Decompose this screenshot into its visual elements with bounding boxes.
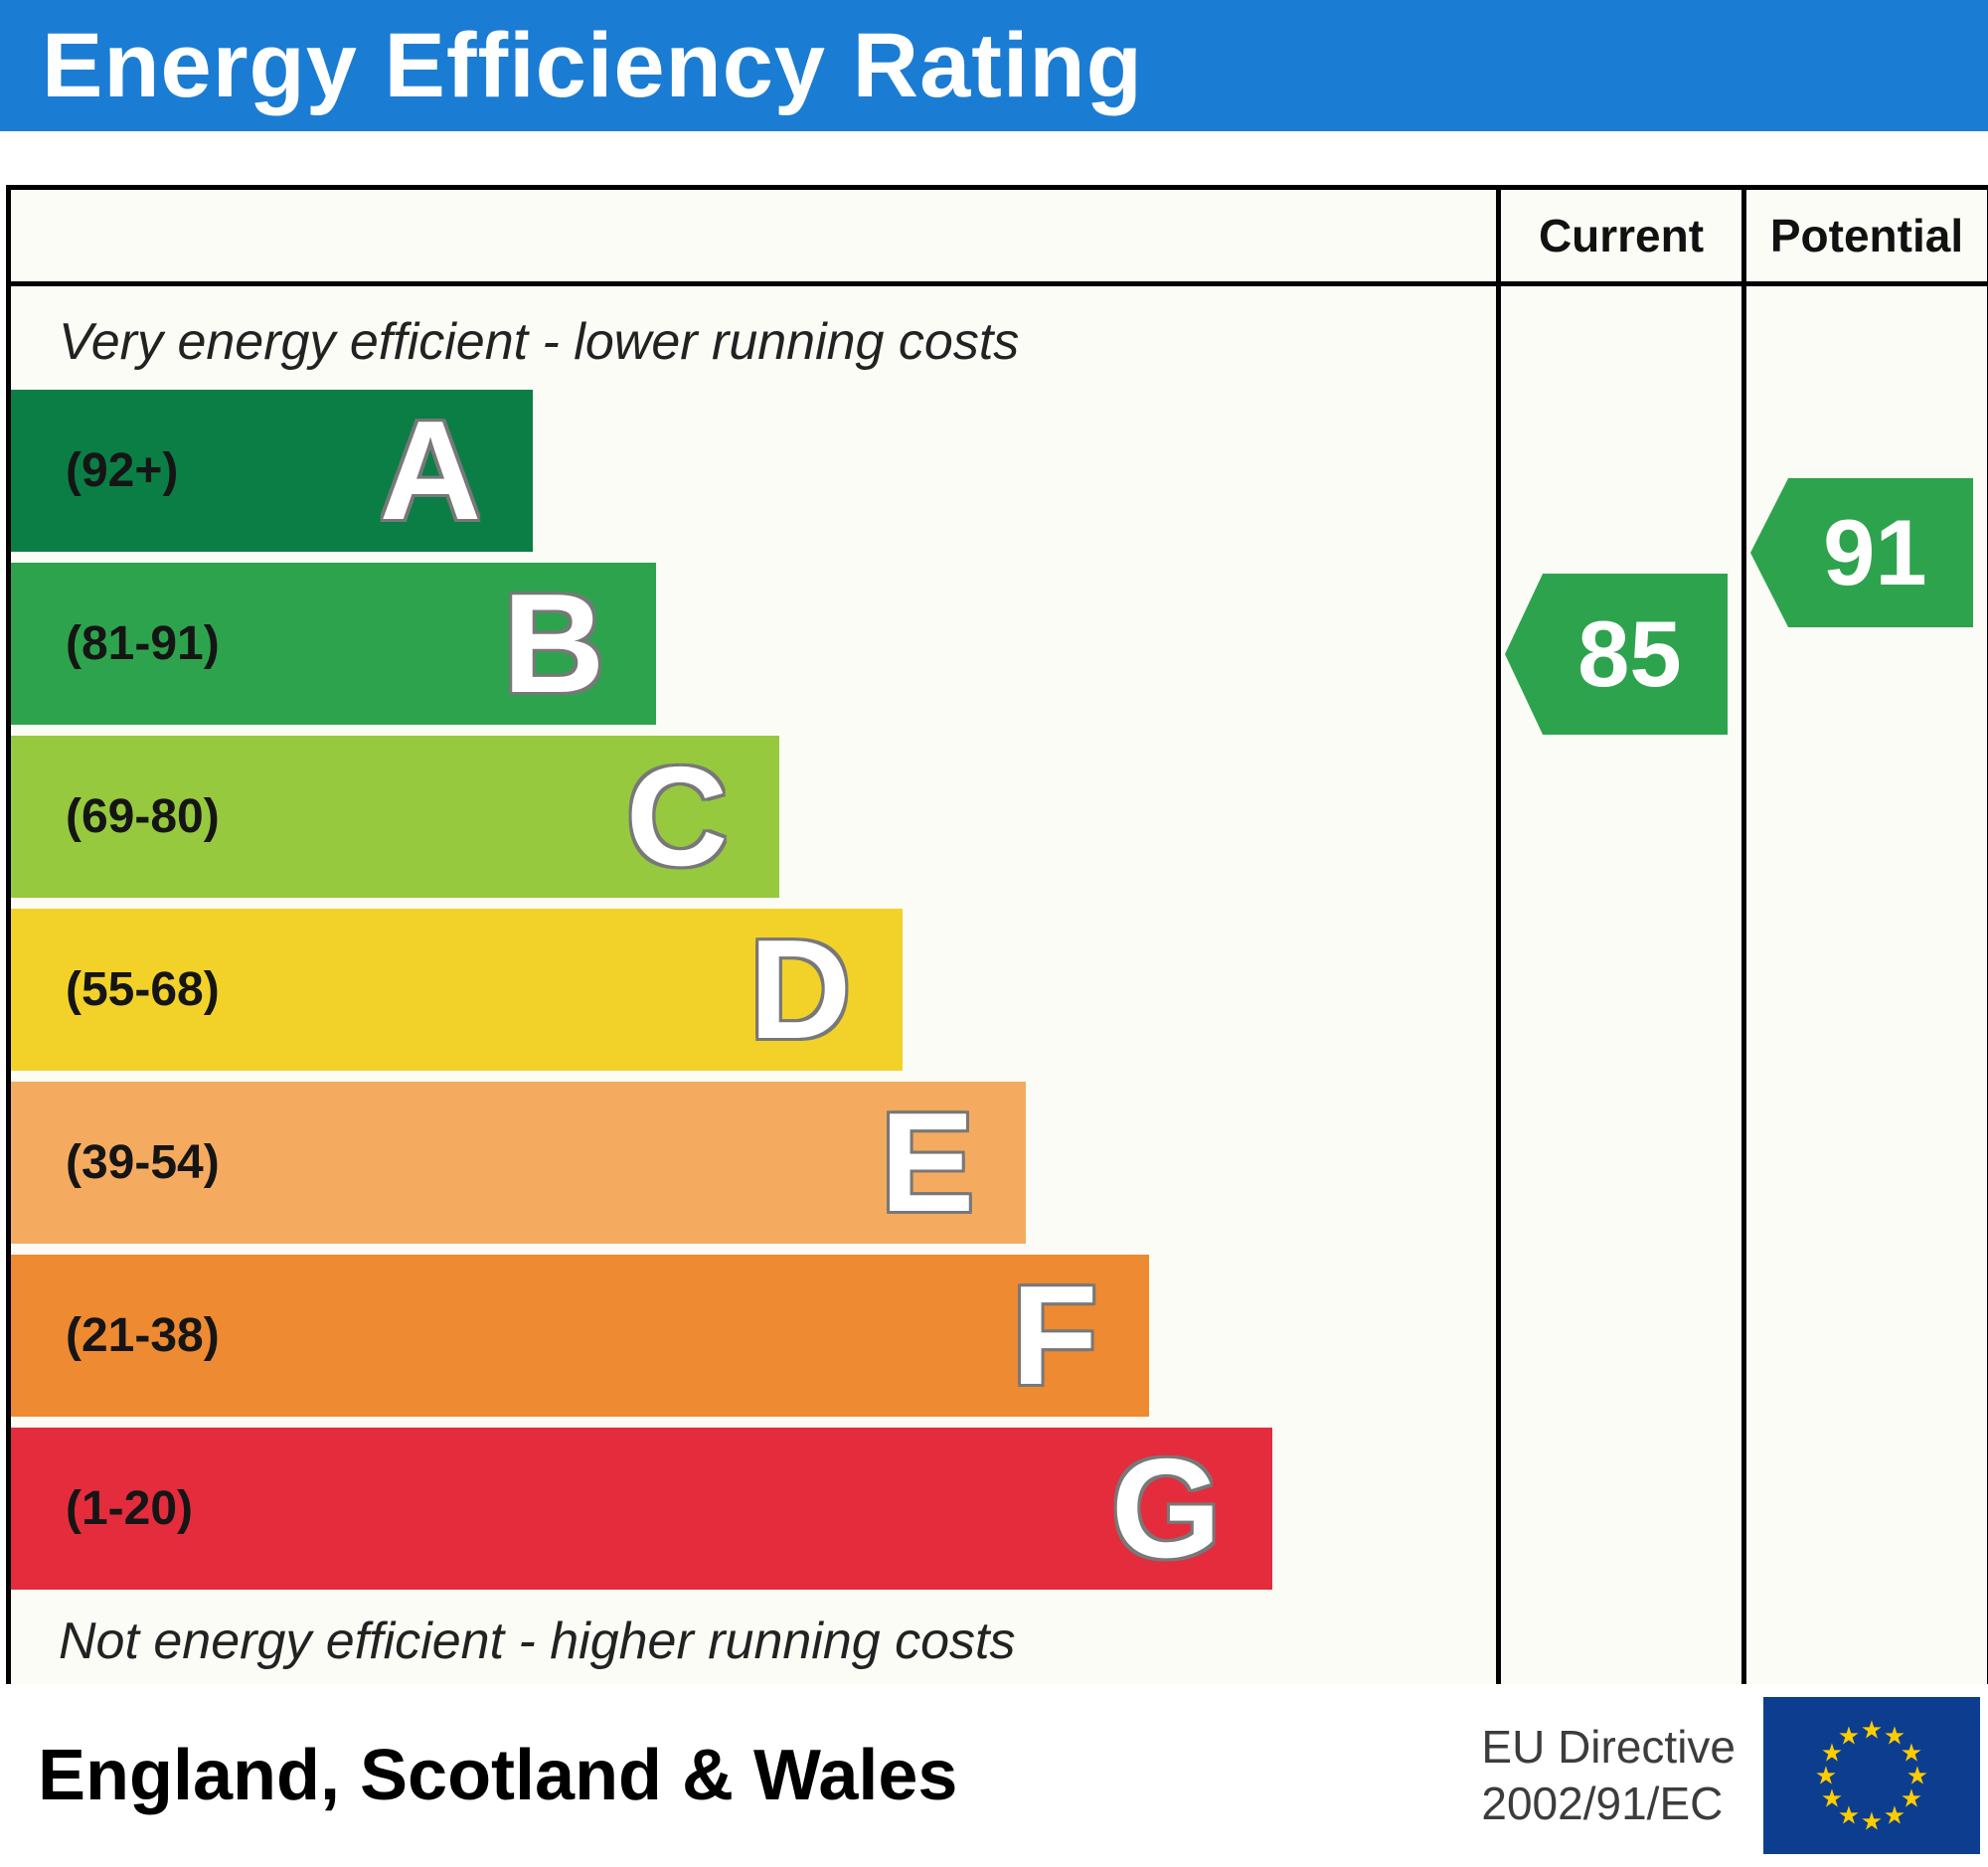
svg-text:★: ★ <box>1861 1807 1883 1836</box>
region-label: England, Scotland & Wales <box>38 1736 958 1815</box>
bands-area: Very energy efficient - lower running co… <box>11 286 1496 1685</box>
band-c: (69-80) C <box>11 736 780 898</box>
footer: England, Scotland & Wales EU Directive 2… <box>0 1684 1988 1867</box>
band-f-range: (21-38) <box>66 1309 220 1362</box>
band-g-range: (1-20) <box>66 1482 194 1535</box>
column-header-spacer <box>11 190 1496 286</box>
eu-flag-stars: ★ ★ ★ ★ ★ ★ ★ ★ ★ ★ ★ ★ <box>1815 1716 1928 1836</box>
eu-directive-label: EU Directive 2002/91/EC <box>1481 1719 1736 1833</box>
band-g: (1-20) G <box>11 1428 1273 1590</box>
band-b-range: (81-91) <box>66 617 220 670</box>
band-b-letter: B <box>502 564 605 723</box>
potential-column-header: Potential <box>1741 190 1987 286</box>
band-d: (55-68) D <box>11 909 904 1071</box>
band-g-letter: G <box>1110 1429 1222 1588</box>
eu-directive-line2: 2002/91/EC <box>1481 1778 1724 1829</box>
top-caption: Very energy efficient - lower running co… <box>59 313 1020 371</box>
current-rating-value: 85 <box>1577 601 1682 706</box>
svg-text:★: ★ <box>1884 1722 1905 1751</box>
title-bar: Energy Efficiency Rating <box>0 0 1988 131</box>
current-column-header: Current <box>1496 190 1741 286</box>
potential-column: 91 <box>1741 286 1987 1685</box>
svg-text:★: ★ <box>1906 1762 1928 1790</box>
band-d-range: (55-68) <box>66 963 220 1016</box>
band-e-letter: E <box>880 1083 975 1242</box>
bottom-caption: Not energy efficient - higher running co… <box>59 1612 1016 1670</box>
band-c-range: (69-80) <box>66 790 220 843</box>
band-e-range: (39-54) <box>66 1136 220 1189</box>
svg-text:★: ★ <box>1821 1739 1843 1768</box>
svg-text:★: ★ <box>1838 1801 1860 1830</box>
potential-rating-arrow: 91 <box>1750 478 1973 627</box>
svg-text:★: ★ <box>1815 1762 1837 1790</box>
svg-text:★: ★ <box>1821 1784 1843 1813</box>
chart-box: Current Potential Very energy efficient … <box>6 185 1988 1690</box>
svg-text:★: ★ <box>1901 1739 1922 1768</box>
band-f: (21-38) F <box>11 1255 1150 1417</box>
current-column: 85 <box>1496 286 1741 1685</box>
band-e: (39-54) E <box>11 1082 1027 1244</box>
page-title: Energy Efficiency Rating <box>42 14 1143 116</box>
band-a: (92+) A <box>11 390 534 552</box>
band-d-letter: D <box>748 910 852 1069</box>
eu-directive-line1: EU Directive <box>1481 1720 1736 1773</box>
band-c-letter: C <box>625 737 729 896</box>
eu-flag-icon: ★ ★ ★ ★ ★ ★ ★ ★ ★ ★ ★ ★ <box>1763 1697 1980 1854</box>
band-a-letter: A <box>379 391 482 550</box>
svg-text:★: ★ <box>1838 1722 1860 1751</box>
eu-flag-field <box>1763 1697 1980 1854</box>
svg-text:★: ★ <box>1901 1784 1922 1813</box>
svg-text:★: ★ <box>1884 1801 1905 1830</box>
band-b: (81-91) B <box>11 563 657 725</box>
current-rating-arrow: 85 <box>1505 574 1728 735</box>
svg-text:★: ★ <box>1861 1716 1883 1745</box>
band-a-range: (92+) <box>66 444 179 497</box>
potential-rating-value: 91 <box>1823 500 1927 604</box>
band-f-letter: F <box>1011 1256 1098 1415</box>
